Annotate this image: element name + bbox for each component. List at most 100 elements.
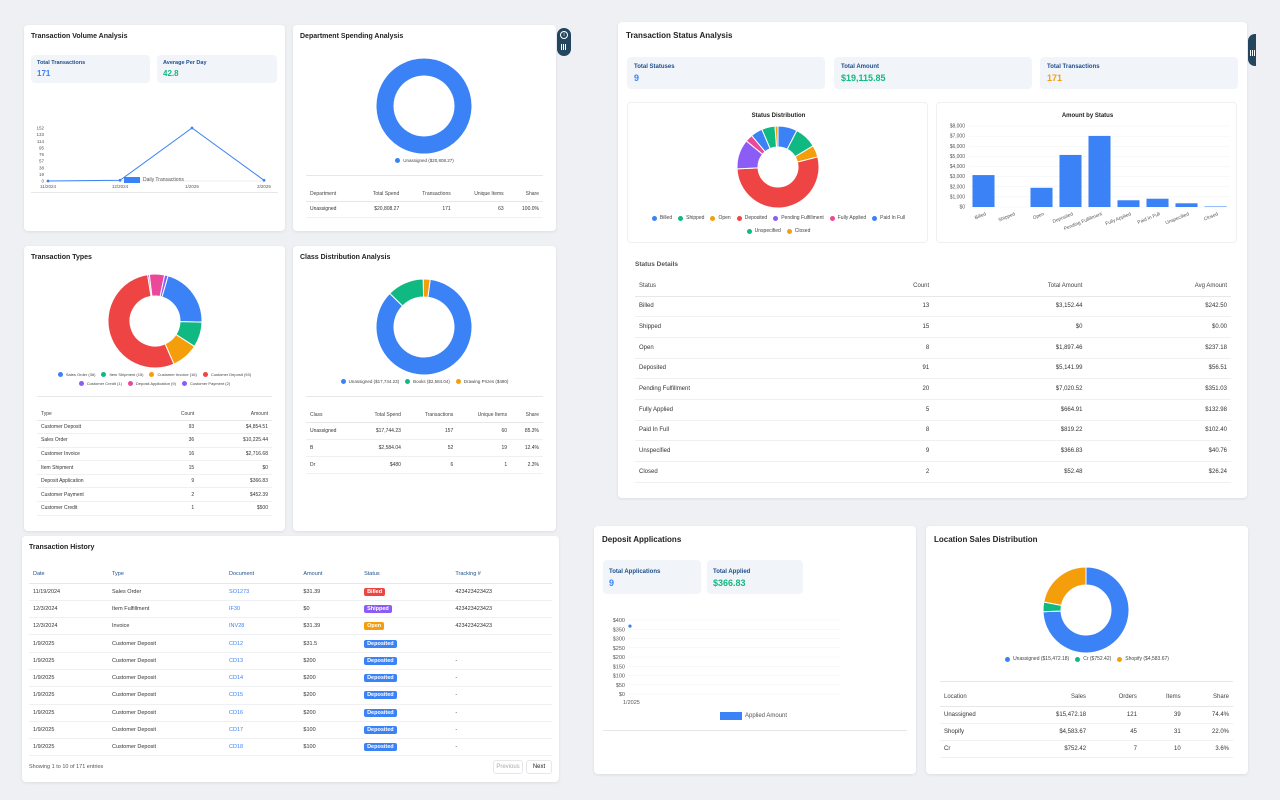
document-link[interactable]: SO1273 bbox=[225, 583, 300, 601]
y-tick-label: $3,000 bbox=[950, 174, 966, 180]
y-tick-label: 133 bbox=[36, 132, 44, 137]
document-link[interactable]: CD18 bbox=[225, 738, 300, 757]
table-row: 1/9/2025 Customer Deposit CD17 $100 Deposite… bbox=[29, 721, 552, 740]
table-row: Cr $752.42 7 10 3.6% bbox=[940, 740, 1233, 758]
y-tick-label: $350 bbox=[613, 627, 625, 633]
help-widget-button[interactable]: i bbox=[557, 28, 571, 56]
column-header[interactable]: Sales bbox=[1016, 688, 1091, 707]
chart-legend: Sales Order (36) Item Shipment (15) Custom… bbox=[44, 370, 265, 388]
column-header[interactable]: Amount bbox=[299, 566, 361, 584]
chart-legend: Applied Amount bbox=[720, 712, 787, 720]
location-table: Location Sales Orders Items Share Unassigned $… bbox=[940, 688, 1233, 758]
table-cell: $2,584.04 bbox=[355, 439, 405, 457]
document-link[interactable]: CD15 bbox=[225, 686, 300, 705]
transaction-status-card: Transaction Status Analysis Total Status… bbox=[618, 22, 1247, 498]
column-header[interactable]: Status bbox=[360, 566, 452, 584]
legend-item: Customer Deposit (93) bbox=[202, 370, 251, 379]
y-tick-label: $5,000 bbox=[950, 154, 966, 160]
table-cell: Fully Applied bbox=[635, 399, 847, 421]
status-badge: Deposited bbox=[364, 691, 397, 700]
column-header[interactable]: Avg Amount bbox=[1086, 276, 1231, 297]
column-header[interactable]: Count bbox=[846, 276, 934, 297]
legend-label: Shipped bbox=[686, 215, 705, 221]
document-link[interactable]: INV28 bbox=[225, 617, 300, 636]
table-cell: 63 bbox=[454, 201, 508, 218]
table-cell: - bbox=[451, 721, 552, 740]
column-header[interactable]: Unique Items bbox=[454, 187, 508, 202]
table-cell: 19 bbox=[457, 439, 512, 457]
column-header[interactable]: Share bbox=[1184, 688, 1233, 707]
data-point bbox=[628, 624, 632, 628]
y-tick-label: $8,000 bbox=[950, 124, 966, 130]
column-header[interactable]: Total Spend bbox=[355, 408, 405, 423]
document-link[interactable]: CD12 bbox=[225, 634, 300, 653]
column-header[interactable]: Transactions bbox=[403, 187, 455, 202]
y-tick-label: $0 bbox=[959, 205, 965, 211]
column-header[interactable]: Items bbox=[1140, 688, 1185, 707]
column-header[interactable]: Document bbox=[225, 566, 300, 584]
table-row: B $2,584.04 52 19 12.4% bbox=[306, 439, 543, 457]
legend-label: Sales Order (36) bbox=[65, 372, 96, 377]
x-tick-label: 1/2025 bbox=[623, 700, 640, 706]
y-tick-label: 57 bbox=[39, 159, 45, 164]
column-header[interactable]: Class bbox=[306, 408, 356, 423]
y-tick-label: $2,000 bbox=[950, 184, 966, 190]
transaction-history-table: Date Type Document Amount Status Tracking #11… bbox=[29, 566, 552, 757]
column-header[interactable]: Unique Items bbox=[457, 408, 512, 423]
table-cell: $0.00 bbox=[1086, 316, 1231, 338]
table-cell: 1/9/2025 bbox=[29, 686, 108, 705]
document-link[interactable]: CD14 bbox=[225, 669, 300, 688]
legend-item: Books ($2,584.04) bbox=[405, 379, 450, 384]
table-cell: $132.98 bbox=[1086, 399, 1231, 421]
legend-label: Unassigned ($15,472.18) bbox=[1013, 656, 1070, 662]
table-cell: Open bbox=[360, 617, 452, 636]
document-link[interactable]: IF30 bbox=[225, 600, 300, 619]
column-header[interactable]: Type bbox=[37, 408, 151, 421]
table-row: Deposit Application 9 $366.83 bbox=[37, 474, 272, 489]
bar bbox=[1146, 198, 1169, 207]
legend-dot bbox=[829, 216, 835, 221]
column-header[interactable]: Amount bbox=[198, 408, 272, 421]
table-cell: $366.83 bbox=[933, 440, 1087, 462]
table-cell: 10 bbox=[1140, 740, 1185, 758]
legend-label: Unspecified bbox=[754, 228, 781, 234]
table-row: Customer Payment 2 $452.39 bbox=[37, 487, 272, 503]
table-cell: 1/9/2025 bbox=[29, 721, 108, 740]
table-cell: $17,744.23 bbox=[355, 422, 405, 440]
legend-dot bbox=[736, 216, 742, 221]
column-header[interactable]: Share bbox=[507, 187, 543, 202]
class-table: Class Total Spend Transactions Unique Items… bbox=[306, 408, 543, 474]
column-header[interactable]: Tracking # bbox=[451, 566, 552, 584]
column-header[interactable]: Total Amount bbox=[933, 276, 1087, 297]
table-cell: Dr bbox=[306, 456, 356, 474]
column-header[interactable]: Date bbox=[29, 566, 108, 584]
next-page-button[interactable]: Next bbox=[526, 760, 552, 774]
table-cell: $3,152.44 bbox=[933, 296, 1087, 318]
transaction-types-donut-chart bbox=[107, 273, 203, 369]
column-header[interactable]: Status bbox=[635, 276, 847, 297]
table-cell: 6 bbox=[404, 456, 458, 474]
table-cell: $15,472.18 bbox=[1016, 706, 1091, 724]
column-header[interactable]: Count bbox=[150, 408, 199, 421]
pagination-info: Showing 1 to 10 of 171 entries bbox=[29, 764, 104, 770]
help-widget-button[interactable] bbox=[1248, 34, 1256, 66]
column-header[interactable]: Type bbox=[108, 566, 226, 584]
column-header[interactable]: Orders bbox=[1090, 688, 1141, 707]
document-link[interactable]: CD17 bbox=[225, 721, 300, 740]
bar bbox=[1204, 206, 1227, 207]
table-cell: Customer Invoice bbox=[37, 447, 151, 462]
table-row: 1/9/2025 Customer Deposit CD13 $200 Deposite… bbox=[29, 652, 552, 670]
table-cell: 91 bbox=[846, 358, 934, 380]
table-cell: 423423423423 bbox=[451, 617, 552, 636]
column-header[interactable]: Transactions bbox=[404, 408, 458, 423]
column-header[interactable]: Total Spend bbox=[354, 187, 404, 202]
column-header[interactable]: Share bbox=[511, 408, 543, 423]
previous-page-button[interactable]: Previous bbox=[493, 760, 523, 774]
document-link[interactable]: CD16 bbox=[225, 704, 300, 722]
column-header[interactable]: Department bbox=[306, 187, 355, 202]
table-cell: Unspecified bbox=[635, 440, 847, 462]
document-link[interactable]: CD13 bbox=[225, 652, 300, 670]
legend-item: Open bbox=[710, 212, 731, 225]
table-cell: $4,583.67 bbox=[1016, 723, 1091, 741]
column-header[interactable]: Location bbox=[940, 688, 1017, 707]
